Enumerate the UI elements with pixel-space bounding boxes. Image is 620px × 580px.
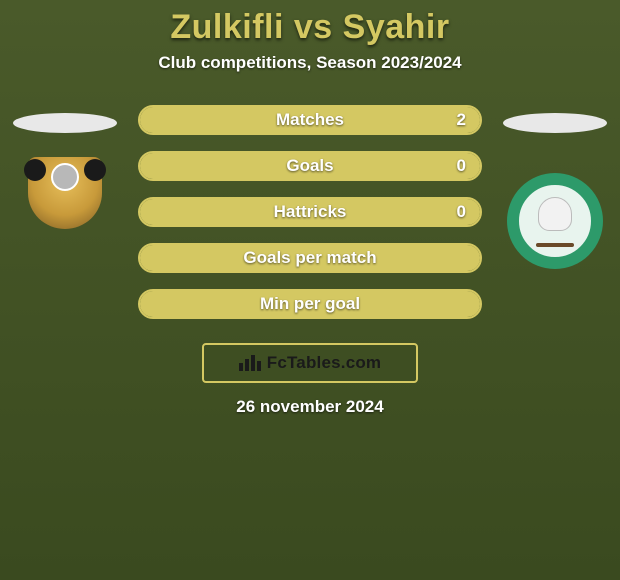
brand-text: FcTables.com xyxy=(267,353,382,373)
stat-label: Goals per match xyxy=(243,248,376,268)
stat-label: Goals xyxy=(286,156,333,176)
stat-value-right: 2 xyxy=(457,110,466,130)
comparison-row: Matches 2 Goals 0 Hattricks 0 Goals per … xyxy=(0,105,620,319)
comparison-card: Zulkifli vs Syahir Club competitions, Se… xyxy=(0,0,620,417)
player-right-avatar-placeholder xyxy=(503,113,607,133)
page-subtitle: Club competitions, Season 2023/2024 xyxy=(158,53,461,73)
stat-label: Min per goal xyxy=(260,294,360,314)
player-left-column xyxy=(10,105,120,231)
stat-bar-matches: Matches 2 xyxy=(138,105,482,135)
bar-chart-icon xyxy=(239,355,261,371)
stat-bar-min-per-goal: Min per goal xyxy=(138,289,482,319)
page-title: Zulkifli vs Syahir xyxy=(170,8,449,47)
player-right-column xyxy=(500,105,610,269)
hougang-crest-icon xyxy=(15,155,115,231)
stat-label: Hattricks xyxy=(274,202,347,222)
stat-value-right: 0 xyxy=(457,156,466,176)
stat-bar-hattricks: Hattricks 0 xyxy=(138,197,482,227)
stat-value-right: 0 xyxy=(457,202,466,222)
player-left-avatar-placeholder xyxy=(13,113,117,133)
footer-date: 26 november 2024 xyxy=(236,397,383,417)
stat-bar-goals: Goals 0 xyxy=(138,151,482,181)
brand-link[interactable]: FcTables.com xyxy=(202,343,418,383)
stat-bars: Matches 2 Goals 0 Hattricks 0 Goals per … xyxy=(138,105,482,319)
geylang-crest-icon xyxy=(507,173,603,269)
stat-bar-goals-per-match: Goals per match xyxy=(138,243,482,273)
stat-label: Matches xyxy=(276,110,344,130)
